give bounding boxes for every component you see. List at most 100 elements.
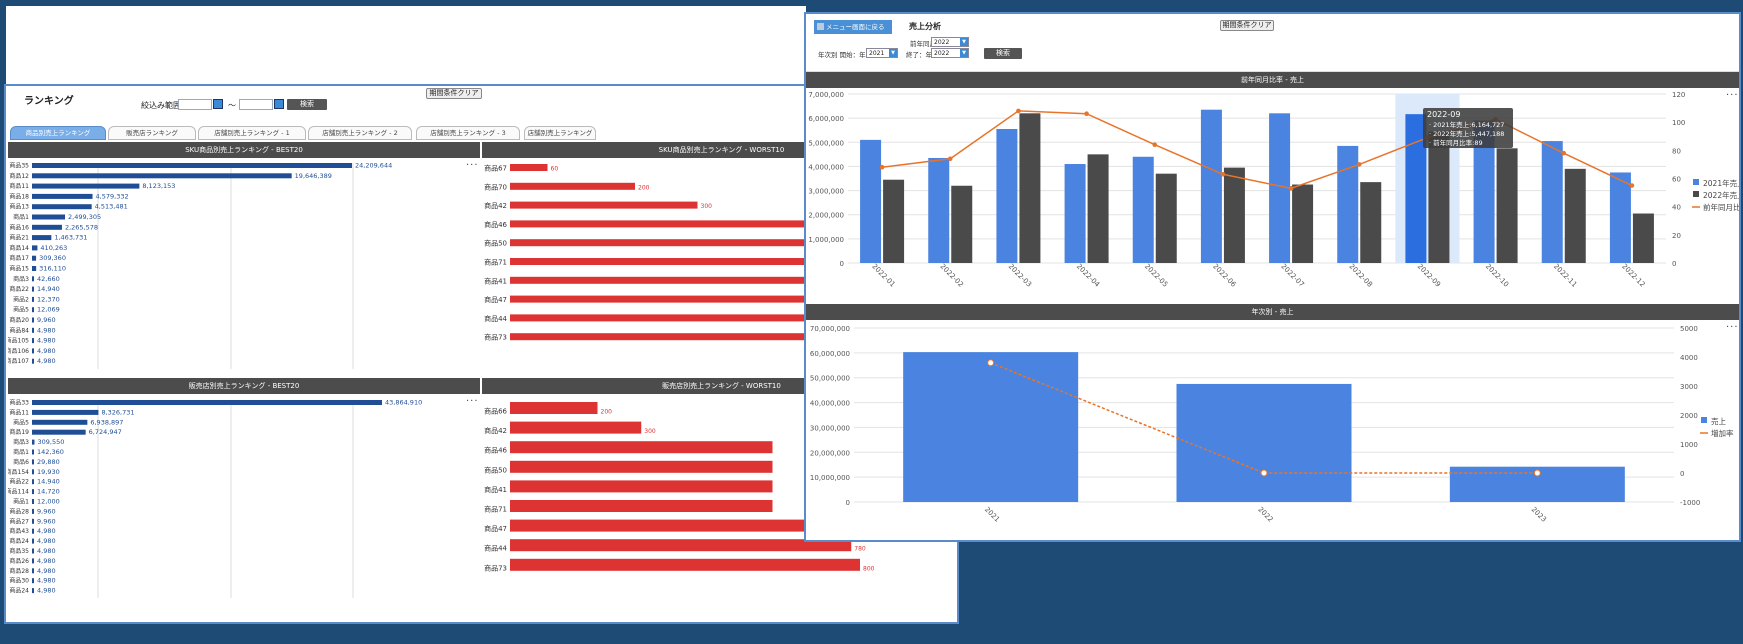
- tab-store-ranking-3[interactable]: 店舗別売上ランキング - 3: [416, 126, 520, 140]
- category-label: 商品47: [484, 524, 507, 533]
- search-button[interactable]: 検索: [287, 99, 327, 110]
- y2-tick-label: 5000: [1680, 325, 1698, 333]
- bar: [1087, 154, 1109, 263]
- bar: [1176, 383, 1352, 502]
- bar: [32, 163, 352, 168]
- y-tick-label: 60,000,000: [810, 350, 850, 358]
- bar: [510, 402, 598, 414]
- bar: [510, 276, 885, 284]
- x-tick-label: 2022-05: [1143, 262, 1169, 288]
- calendar-icon[interactable]: [213, 99, 223, 109]
- tab-product-ranking[interactable]: 商品別売上ランキング: [10, 126, 106, 140]
- ranking-title: ランキング: [24, 96, 74, 107]
- line-point: [1220, 171, 1226, 177]
- range-start-input[interactable]: [178, 99, 212, 110]
- line-point: [879, 164, 885, 170]
- category-label: 商品11: [9, 408, 29, 416]
- more-icon[interactable]: ···: [1726, 322, 1739, 333]
- category-label: 商品22: [9, 285, 29, 293]
- value-label: 14,940: [37, 478, 60, 486]
- category-label: 商品41: [484, 276, 507, 285]
- value-label: 200: [638, 184, 650, 191]
- tooltip-box: [1423, 108, 1513, 148]
- more-icon[interactable]: ···: [466, 160, 479, 171]
- bar: [1292, 184, 1314, 263]
- y2-tick-label: 80: [1672, 147, 1681, 155]
- range-end-input[interactable]: [239, 99, 273, 110]
- line-point: [987, 359, 995, 367]
- tooltip-line: · 2022年売上:5,447,188: [1429, 129, 1504, 138]
- line-point: [1016, 108, 1021, 114]
- bar: [510, 164, 548, 171]
- tab-store-ranking-4[interactable]: 店舗別売上ランキング: [524, 126, 596, 140]
- legend-label: 2022年売上: [1703, 190, 1739, 200]
- more-icon[interactable]: ···: [1726, 90, 1739, 101]
- y2-tick-label: 0: [1672, 260, 1676, 268]
- category-label: 商品1: [13, 448, 29, 456]
- bar: [510, 480, 773, 493]
- clear-period-button[interactable]: 期間条件クリア: [426, 88, 482, 99]
- y-tick-label: 50,000,000: [810, 375, 850, 383]
- legend-swatch: [1701, 417, 1707, 423]
- calendar-icon[interactable]: [274, 99, 284, 109]
- yoy-year-select[interactable]: 2022 ▼: [931, 37, 969, 47]
- category-label: 商品73: [484, 333, 507, 342]
- bar: [510, 333, 957, 341]
- bar: [32, 183, 140, 189]
- dropdown-arrow-icon: ▼: [960, 38, 968, 46]
- category-label: 商品71: [484, 505, 507, 514]
- bar: [32, 296, 34, 302]
- bar: [928, 157, 950, 263]
- y2-tick-label: -1000: [1680, 499, 1700, 507]
- start-year-select[interactable]: 2021 ▼: [866, 48, 898, 58]
- search-button[interactable]: 検索: [984, 48, 1022, 59]
- value-label: 4,980: [37, 537, 56, 545]
- end-year-select[interactable]: 2022 ▼: [931, 48, 969, 58]
- value-label: 43,864,910: [385, 399, 422, 407]
- clear-period-button[interactable]: 期間条件クリア: [1220, 20, 1274, 31]
- bar: [510, 295, 885, 303]
- bar: [951, 185, 973, 263]
- category-label: 商品30: [9, 577, 29, 585]
- bar: [32, 578, 34, 584]
- tab-store-ranking-1[interactable]: 店舗別売上ランキング - 1: [198, 126, 306, 140]
- back-to-menu-button[interactable]: メニュー画面に戻る: [814, 20, 892, 34]
- more-icon[interactable]: ···: [466, 396, 479, 407]
- y2-tick-label: 0: [1680, 470, 1684, 478]
- bar: [1269, 113, 1291, 263]
- bar: [1064, 164, 1086, 263]
- category-label: 商品15: [9, 265, 29, 273]
- bar: [32, 317, 34, 323]
- value-label: 42,660: [37, 275, 60, 283]
- category-label: 商品70: [484, 182, 507, 191]
- legend-swatch: [1693, 179, 1699, 185]
- value-label: 4,579,332: [96, 192, 129, 200]
- category-label: 商品13: [9, 203, 29, 211]
- value-label: 6,938,897: [90, 418, 123, 426]
- value-label: 309,360: [39, 254, 66, 262]
- range-separator: ～: [228, 101, 236, 110]
- category-label: 商品84: [9, 326, 29, 334]
- bar: [1564, 168, 1586, 263]
- bar: [32, 568, 34, 574]
- sales-analysis-window: メニュー画面に戻る 売上分析 期間条件クリア 前年同月比率：年 2022▼ 年次…: [804, 12, 1741, 542]
- bar: [510, 500, 773, 512]
- bar: [32, 459, 34, 465]
- category-label: 商品1: [13, 213, 29, 221]
- value-label: 780: [854, 546, 866, 553]
- yearly-sales-panel: 年次別 - 売上 0 10,000,000 20,000,000 30,000,000…: [806, 304, 1739, 540]
- sales-title: 売上分析: [909, 22, 941, 31]
- tab-shop-ranking[interactable]: 販売店ランキング: [108, 126, 196, 140]
- category-label: 商品107: [8, 357, 29, 365]
- x-tick-label: 2022-04: [1075, 262, 1102, 289]
- y2-tick-label: 3000: [1680, 383, 1698, 391]
- bar: [32, 307, 34, 313]
- category-label: 商品43: [9, 527, 29, 535]
- bar: [510, 239, 885, 247]
- value-label: 8,326,731: [101, 408, 134, 416]
- tab-store-ranking-2[interactable]: 店舗別売上ランキング - 2: [308, 126, 412, 140]
- bar: [32, 400, 382, 405]
- category-label: 商品44: [484, 314, 507, 323]
- value-label: 2,265,578: [65, 223, 98, 231]
- background-window: [6, 6, 806, 84]
